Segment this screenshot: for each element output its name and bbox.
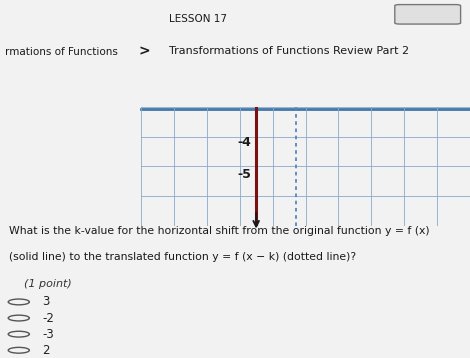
Text: -3: -3 [42,328,54,341]
Text: (1 point): (1 point) [24,279,71,289]
Text: Transformations of Functions Review Part 2: Transformations of Functions Review Part… [169,46,409,56]
Text: -4: -4 [237,136,251,149]
Text: What is the k-value for the horizontal shift from the original function y = f (x: What is the k-value for the horizontal s… [9,227,430,236]
FancyBboxPatch shape [395,5,461,24]
Text: 2: 2 [42,344,50,357]
Text: -2: -2 [42,311,54,325]
Text: (solid line) to the translated function y = f (x − k) (dotted line)?: (solid line) to the translated function … [9,252,357,262]
Text: >: > [139,44,150,59]
Text: -5: -5 [237,168,251,181]
Text: LESSON 17: LESSON 17 [169,14,227,24]
Text: 3: 3 [42,295,50,309]
Text: rmations of Functions: rmations of Functions [5,47,118,57]
